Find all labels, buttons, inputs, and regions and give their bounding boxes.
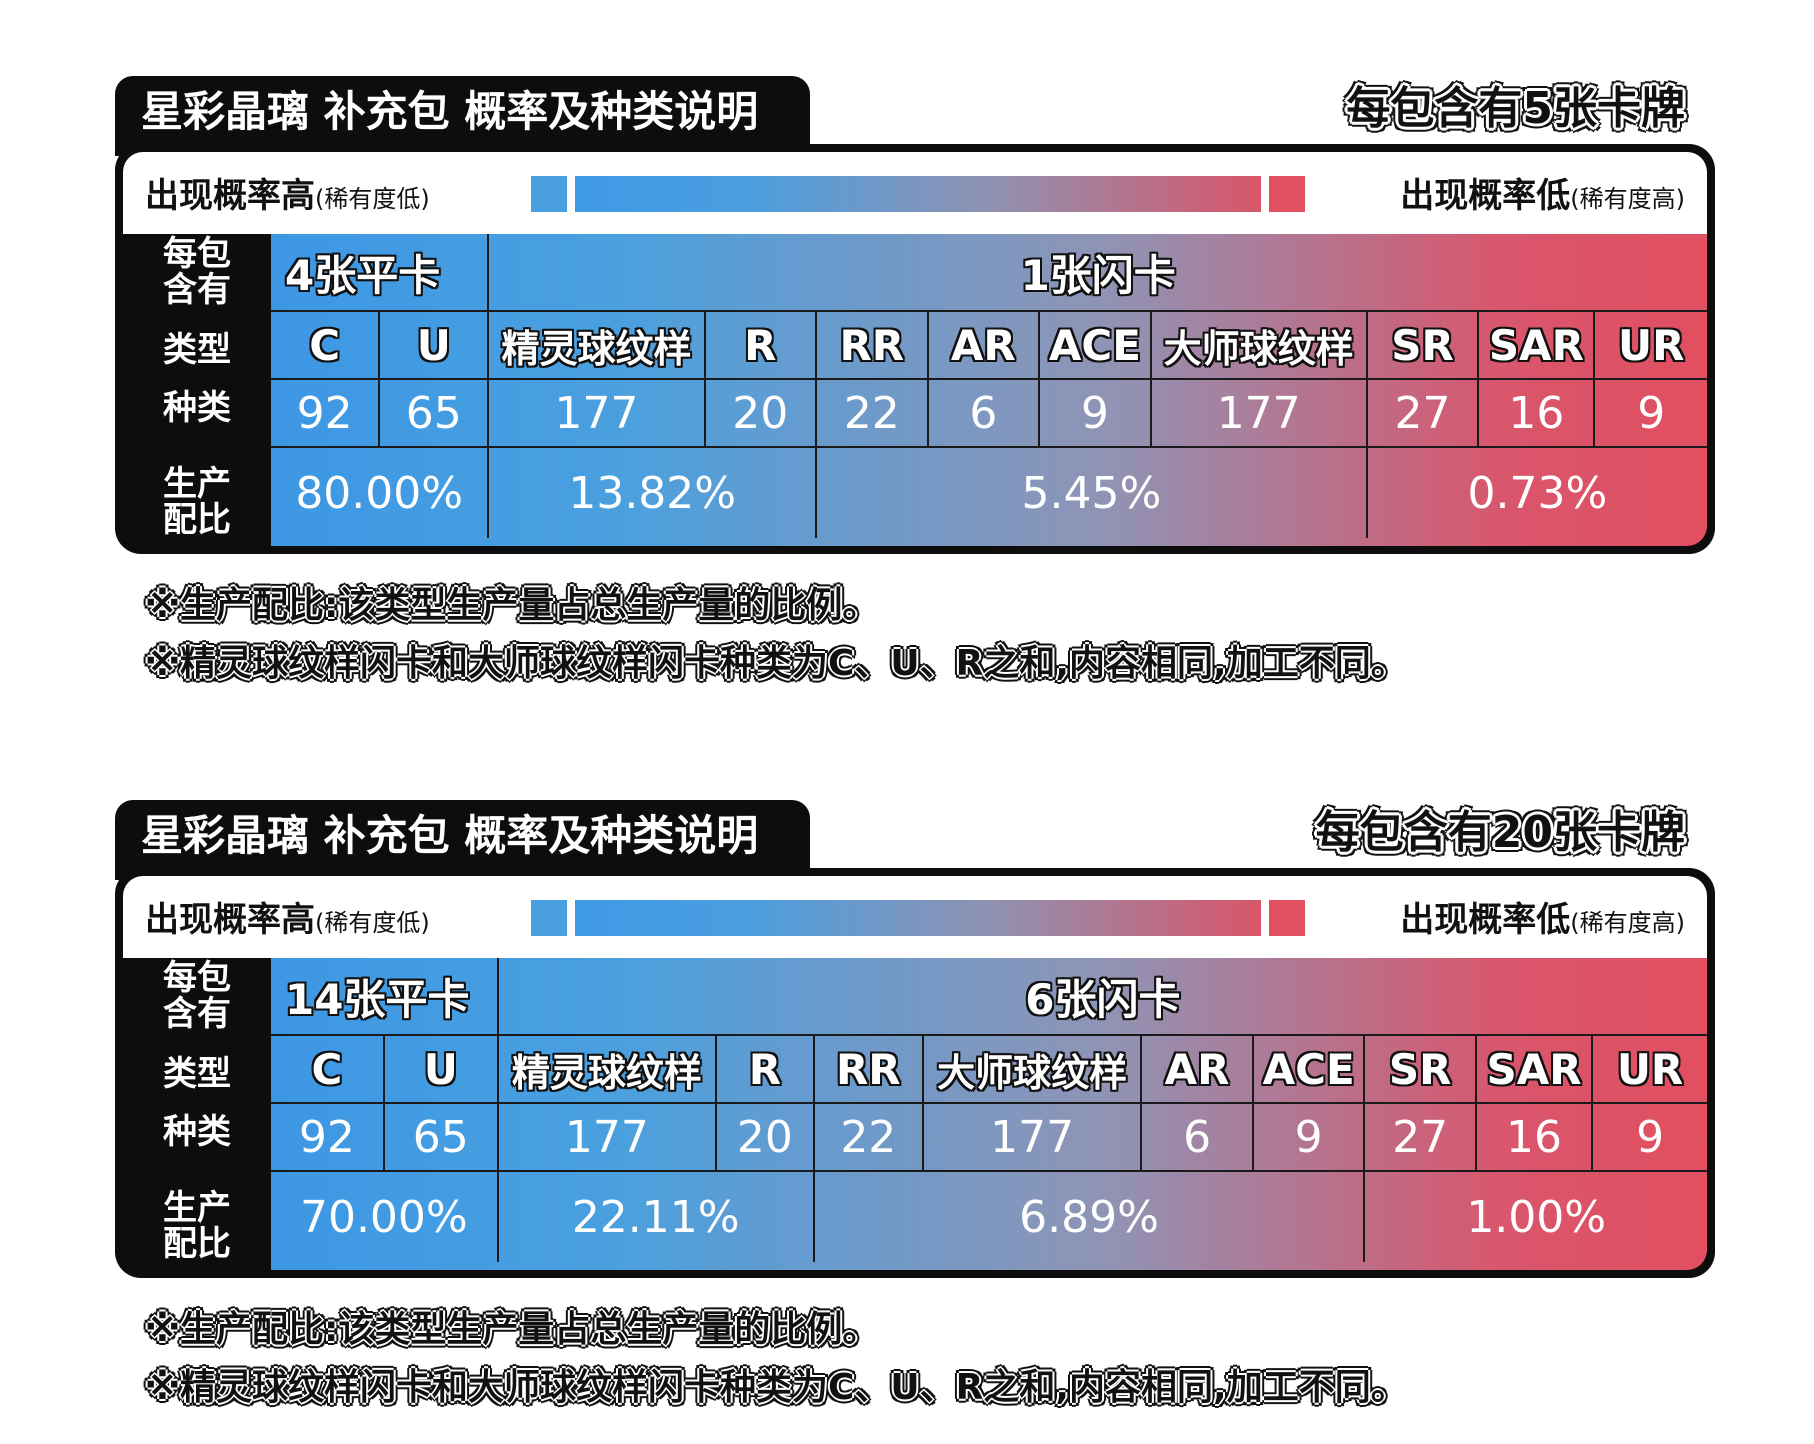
variety-count-cell: 65	[384, 1104, 499, 1172]
rate-panel-5: 星彩晶璃 补充包 概率及种类说明 每包含有5张卡牌 出现概率高(稀有度低) 出现…	[115, 76, 1715, 684]
rate-grid: 4张平卡 1张闪卡 C U 精灵球纹样 R RR AR ACE 大师球纹样 SR SAR UR 92 65 1…	[271, 234, 1707, 546]
rarity-legend: 出现概率高(稀有度低) 出现概率低(稀有度高)	[123, 876, 1707, 958]
legend-red-swatch	[1269, 900, 1305, 936]
variety-count-cell: 177	[1151, 380, 1368, 448]
legend-blue-swatch	[531, 176, 567, 212]
variety-count-cell: 20	[705, 380, 818, 448]
variety-count-cell: 22	[817, 380, 929, 448]
note-ratio: ※生产配比:该类型生产量占总生产量的比例。	[145, 1309, 879, 1350]
rarity-type-cell: R	[717, 1036, 815, 1104]
production-ratio-cell: 22.11%	[499, 1172, 815, 1262]
rarity-type-cell: ACE	[1253, 1036, 1366, 1104]
legend-high-sub: (稀有度低)	[315, 185, 430, 213]
legend-blue-swatch	[531, 900, 567, 936]
rate-panel-20: 星彩晶璃 补充包 概率及种类说明 每包含有20张卡牌 出现概率高(稀有度低) 出…	[115, 800, 1715, 1408]
row-label-per-pack: 每包含有	[163, 958, 231, 1034]
rate-table-frame: 出现概率高(稀有度低) 出现概率低(稀有度高) 每包含有 类型 种类 生产配比 …	[115, 868, 1715, 1278]
rarity-type-cell: AR	[928, 312, 1041, 380]
variety-count-cell: 9	[1253, 1104, 1366, 1172]
legend-gradient-bar	[575, 900, 1261, 936]
group-header: 14张平卡	[271, 958, 499, 1036]
row-label-ratio: 生产配比	[163, 464, 231, 540]
variety-count-cell: 177	[923, 1104, 1143, 1172]
production-ratio-cell: 6.89%	[815, 1172, 1366, 1262]
variety-count-cell: 9	[1595, 380, 1707, 448]
legend-high-label: 出现概率高	[145, 900, 315, 940]
variety-count-cell: 6	[928, 380, 1041, 448]
variety-count-cell: 6	[1142, 1104, 1254, 1172]
rarity-type-cell: UR	[1593, 1036, 1707, 1104]
production-ratio-cell: 13.82%	[489, 448, 818, 538]
rarity-type-cell: U	[380, 312, 490, 380]
legend-red-swatch	[1269, 176, 1305, 212]
rarity-legend: 出现概率高(稀有度低) 出现概率低(稀有度高)	[123, 152, 1707, 234]
production-ratio-cell: 1.00%	[1466, 1191, 1607, 1243]
variety-count-cell: 65	[380, 380, 490, 448]
pack-count: 每包含有20张卡牌	[1315, 807, 1685, 858]
rarity-type-cell: RR	[814, 1036, 924, 1104]
legend-low: 出现概率低(稀有度高)	[1400, 168, 1685, 217]
rarity-type-cell: R	[705, 312, 818, 380]
variety-count-cell: 177	[498, 1104, 718, 1172]
rarity-type-cell: 大师球纹样	[1151, 312, 1368, 380]
note-ratio: ※生产配比:该类型生产量占总生产量的比例。	[145, 585, 879, 626]
legend-high-sub: (稀有度低)	[315, 909, 430, 937]
legend-high-label: 出现概率高	[145, 176, 315, 216]
variety-count-cell: 20	[717, 1104, 815, 1172]
note-variety: ※精灵球纹样闪卡和大师球纹样闪卡种类为C、U、R之和,内容相同,加工不同。	[145, 1367, 1407, 1408]
production-ratio-cell: 70.00%	[271, 1172, 499, 1262]
rarity-type-cell: ACE	[1040, 312, 1152, 380]
pack-count: 每包含有5张卡牌	[1346, 83, 1685, 134]
rarity-type-cell: 精灵球纹样	[498, 1036, 718, 1104]
variety-count-cell: 92	[271, 380, 381, 448]
row-label-ratio: 生产配比	[163, 1188, 231, 1264]
rate-grid: 14张平卡 6张闪卡 C U 精灵球纹样 R RR 大师球纹样 AR ACE SR SAR UR 92 65…	[271, 958, 1707, 1270]
rarity-type-cell: AR	[1142, 1036, 1254, 1104]
production-ratio-cell: 80.00%	[271, 448, 490, 538]
legend-high: 出现概率高(稀有度低)	[145, 168, 430, 217]
group-header: 1张闪卡	[489, 234, 1707, 312]
rarity-type-cell: U	[384, 1036, 499, 1104]
variety-count-cell: 177	[489, 380, 706, 448]
legend-low-label: 出现概率低	[1400, 176, 1571, 216]
rarity-type-cell: SAR	[1479, 312, 1596, 380]
legend-high: 出现概率高(稀有度低)	[145, 892, 430, 941]
rarity-type-cell: SR	[1367, 312, 1480, 380]
variety-count-cell: 9	[1593, 1104, 1707, 1172]
rarity-type-cell: RR	[817, 312, 929, 380]
rarity-type-cell: 精灵球纹样	[489, 312, 706, 380]
legend-low: 出现概率低(稀有度高)	[1400, 892, 1685, 941]
row-label-type: 类型	[163, 330, 231, 370]
variety-count-cell: 92	[271, 1104, 385, 1172]
rarity-type-cell: SAR	[1476, 1036, 1594, 1104]
legend-gradient-bar	[575, 176, 1261, 212]
rate-table-frame: 出现概率高(稀有度低) 出现概率低(稀有度高) 每包含有 类型 种类 生产配比 …	[115, 144, 1715, 554]
rarity-type-cell: SR	[1365, 1036, 1477, 1104]
group-header: 6张闪卡	[498, 958, 1707, 1036]
variety-count-cell: 16	[1476, 1104, 1594, 1172]
row-label-variety: 种类	[163, 388, 231, 428]
group-header: 4张平卡	[271, 234, 490, 312]
variety-count-cell: 22	[814, 1104, 924, 1172]
panel-title: 星彩晶璃 补充包 概率及种类说明	[115, 800, 810, 880]
legend-low-sub: (稀有度高)	[1570, 909, 1685, 937]
rarity-type-cell: UR	[1595, 312, 1707, 380]
rarity-type-cell: C	[271, 312, 381, 380]
legend-low-sub: (稀有度高)	[1570, 185, 1685, 213]
variety-count-cell: 27	[1365, 1104, 1477, 1172]
production-ratio-cell: 5.45%	[817, 448, 1368, 538]
legend-low-label: 出现概率低	[1400, 900, 1571, 940]
row-label-type: 类型	[163, 1054, 231, 1094]
variety-count-cell: 27	[1367, 380, 1480, 448]
production-ratio-cell: 0.73%	[1467, 467, 1608, 519]
variety-count-cell: 9	[1040, 380, 1152, 448]
rarity-type-cell: C	[271, 1036, 385, 1104]
panel-title: 星彩晶璃 补充包 概率及种类说明	[115, 76, 810, 156]
variety-count-cell: 16	[1479, 380, 1596, 448]
row-label-per-pack: 每包含有	[163, 234, 231, 310]
rarity-type-cell: 大师球纹样	[923, 1036, 1143, 1104]
row-label-variety: 种类	[163, 1112, 231, 1152]
note-variety: ※精灵球纹样闪卡和大师球纹样闪卡种类为C、U、R之和,内容相同,加工不同。	[145, 643, 1407, 684]
